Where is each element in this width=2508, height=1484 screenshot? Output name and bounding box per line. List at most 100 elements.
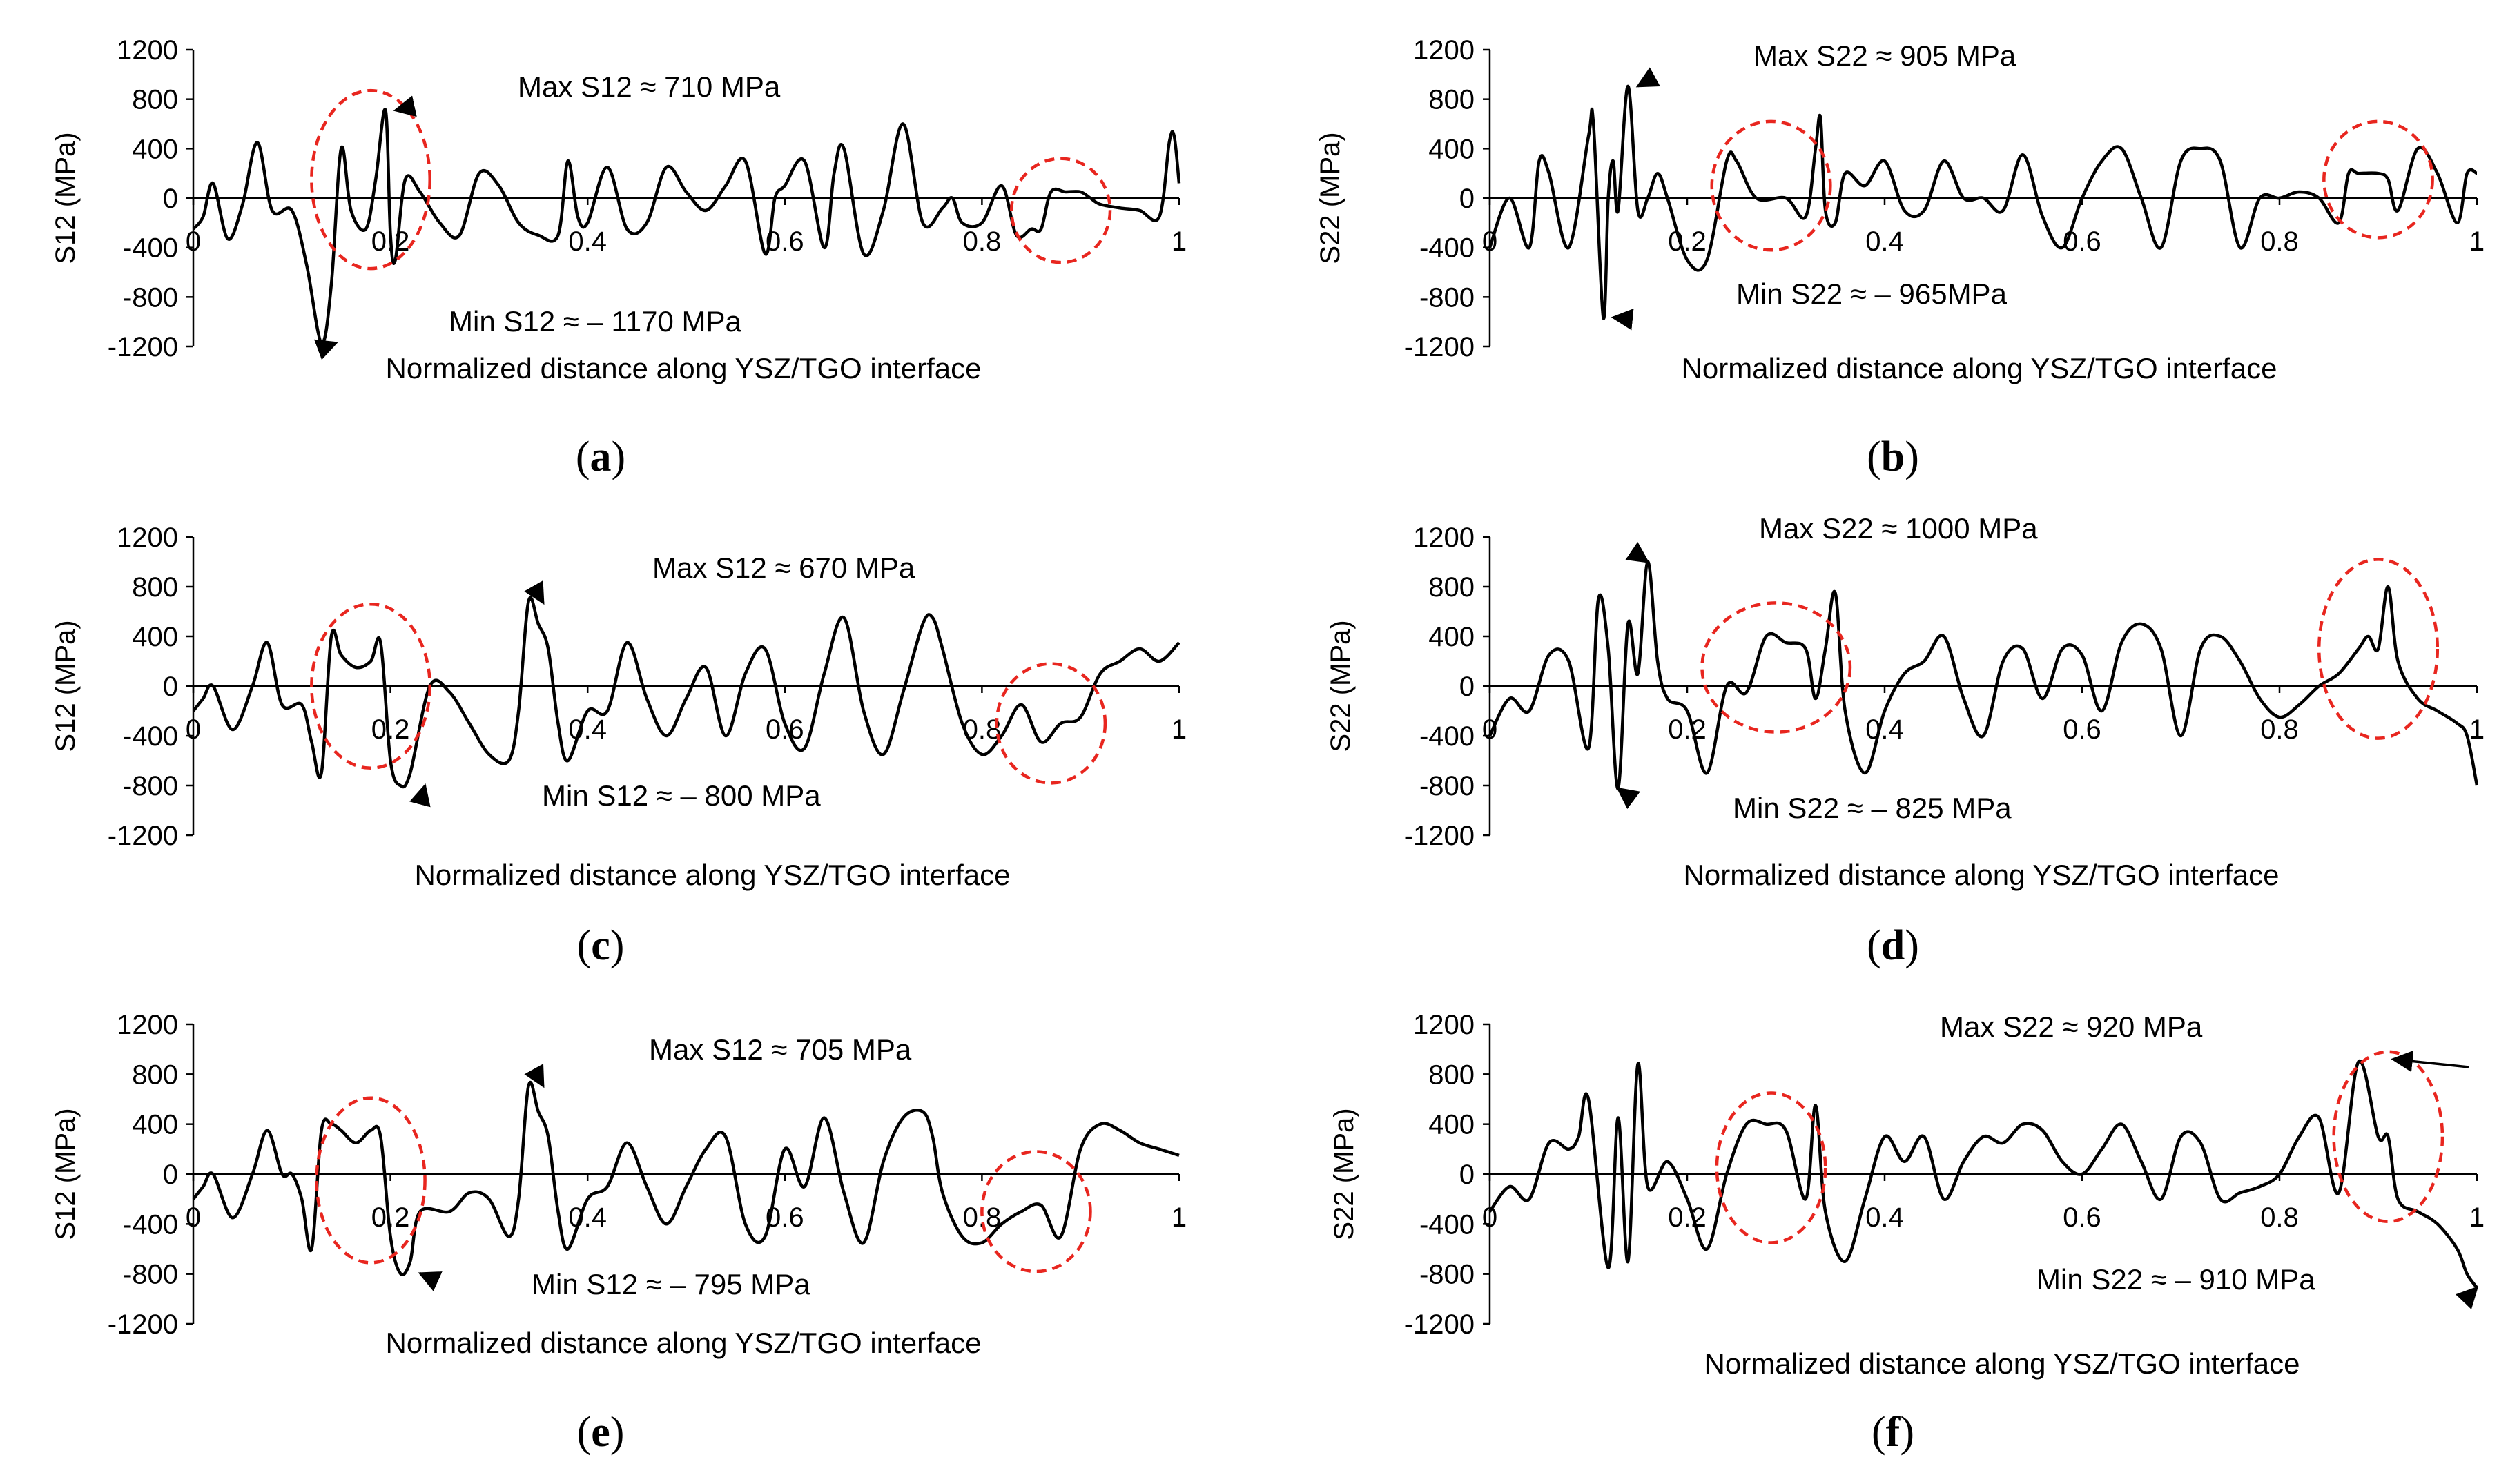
x-tick-label: 0	[186, 1202, 201, 1233]
y-tick-label: 0	[163, 1160, 178, 1190]
y-tick-label: 800	[1428, 1060, 1475, 1090]
x-tick-label: 1	[1172, 226, 1187, 257]
y-tick-label: -1200	[1404, 1309, 1475, 1340]
series-line-s12	[192, 108, 1181, 344]
annotation-label: Max S22 ≈ 1000 MPa	[1759, 512, 2038, 545]
x-tick-label: 0.2	[1668, 1202, 1707, 1233]
y-tick-label: 400	[1428, 622, 1475, 652]
x-tick-label: 0	[1482, 714, 1497, 745]
y-axis-label: S22 (MPa)	[1325, 620, 1356, 752]
series-line-s22	[1488, 560, 2479, 790]
y-tick-label: 0	[1459, 184, 1475, 214]
y-tick-label: 400	[132, 134, 178, 164]
y-tick-label: 0	[163, 672, 178, 702]
y-tick-label: 400	[132, 1110, 178, 1140]
panel-caption: (d)	[1867, 922, 1919, 969]
annotation-label: Min S22 ≈ – 965MPa	[1736, 277, 2008, 310]
y-tick-label: 0	[1459, 1160, 1475, 1190]
y-tick-label: 1200	[1413, 35, 1475, 66]
x-tick-label: 0	[186, 714, 201, 745]
y-tick-label: -800	[123, 771, 178, 801]
series-line-s12	[192, 596, 1180, 789]
x-tick-label: 1	[1172, 1202, 1187, 1233]
y-tick-label: 1200	[117, 1010, 178, 1040]
annotation-label: Max S12 ≈ 705 MPa	[649, 1033, 912, 1066]
y-tick-label: 800	[1428, 85, 1475, 115]
annotation-arrow	[409, 783, 431, 808]
y-tick-label: -400	[1419, 1209, 1475, 1240]
y-tick-label: -1200	[1404, 332, 1475, 362]
x-tick-label: 0.2	[1668, 226, 1707, 257]
highlight-ellipse	[1715, 1091, 1827, 1244]
y-tick-label: 800	[1428, 572, 1475, 603]
annotation-arrow	[1635, 67, 1660, 88]
x-axis-label: Normalized distance along YSZ/TGO interf…	[386, 352, 982, 384]
y-tick-label: -400	[123, 721, 178, 752]
x-tick-label: 0.8	[2260, 1202, 2299, 1233]
annotation-label: Max S12 ≈ 710 MPa	[518, 70, 781, 103]
x-tick-label: 1	[1172, 714, 1187, 745]
panel-caption: (e)	[577, 1409, 625, 1456]
x-tick-label: 1	[2469, 714, 2485, 745]
annotation-arrow	[393, 95, 417, 117]
y-tick-label: 0	[1459, 672, 1475, 702]
y-tick-label: 400	[1428, 1110, 1475, 1140]
panel-caption: (f)	[1872, 1409, 1914, 1456]
highlight-ellipse	[310, 88, 431, 271]
y-tick-label: -400	[123, 1209, 178, 1240]
y-tick-label: 400	[132, 622, 178, 652]
highlight-ellipse	[1700, 601, 1852, 734]
x-tick-label: 1	[2469, 1202, 2485, 1233]
y-axis-label: S22 (MPa)	[1329, 1108, 1359, 1240]
y-tick-label: 800	[132, 572, 178, 603]
x-tick-label: 0.4	[568, 1202, 607, 1233]
highlight-ellipse	[315, 1096, 427, 1265]
y-tick-label: -800	[1419, 282, 1475, 313]
y-tick-label: -1200	[1404, 821, 1475, 851]
y-tick-label: -800	[1419, 771, 1475, 801]
x-tick-label: 0.8	[2260, 714, 2299, 745]
y-tick-label: -400	[1419, 233, 1475, 264]
x-axis-label: Normalized distance along YSZ/TGO interf…	[415, 859, 1011, 891]
y-axis-label: S12 (MPa)	[50, 132, 81, 264]
panel-caption: (a)	[576, 433, 625, 480]
y-tick-label: -800	[123, 282, 178, 313]
annotation-label: Max S12 ≈ 670 MPa	[652, 551, 915, 584]
y-tick-label: 1200	[117, 35, 178, 66]
highlight-ellipse	[1710, 119, 1832, 252]
annotation-arrow	[418, 1271, 443, 1291]
x-tick-label: 1	[2469, 226, 2485, 257]
y-tick-label: -400	[1419, 721, 1475, 752]
annotation-arrow	[2391, 1050, 2469, 1073]
y-tick-label: -1200	[108, 332, 178, 362]
x-axis-label: Normalized distance along YSZ/TGO interf…	[386, 1327, 982, 1359]
annotation-label: Min S12 ≈ – 795 MPa	[532, 1268, 810, 1300]
y-tick-label: 1200	[1413, 1010, 1475, 1040]
y-axis-label: S12 (MPa)	[50, 1108, 81, 1240]
highlight-ellipse	[1009, 157, 1112, 264]
x-tick-label: 0.2	[371, 714, 410, 745]
y-tick-label: 1200	[117, 523, 178, 553]
series-line-s12	[192, 1081, 1180, 1276]
y-tick-label: 800	[132, 85, 178, 115]
x-axis-label: Normalized distance along YSZ/TGO interf…	[1684, 859, 2279, 891]
x-tick-label: 0.4	[1865, 226, 1904, 257]
highlight-ellipse	[310, 602, 431, 770]
series-line-s22	[1488, 1059, 2478, 1289]
annotation-arrow	[524, 580, 545, 605]
y-tick-label: -800	[123, 1260, 178, 1290]
series-line-s22	[1488, 84, 2478, 320]
highlight-ellipse	[995, 662, 1107, 785]
y-tick-label: 800	[132, 1060, 178, 1090]
x-tick-label: 0.4	[1865, 1202, 1904, 1233]
y-tick-label: 400	[1428, 134, 1475, 164]
annotation-label: Min S22 ≈ – 910 MPa	[2036, 1263, 2315, 1296]
annotation-arrow	[1611, 309, 1634, 331]
x-tick-label: 0.8	[2260, 226, 2299, 257]
